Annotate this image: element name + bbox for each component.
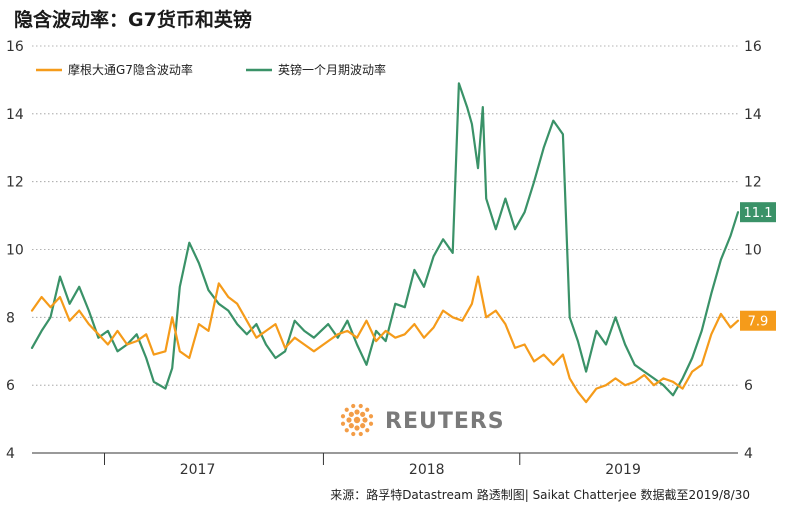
logo-dot [354, 425, 360, 431]
series-line-1 [30, 82, 740, 397]
logo-dot [368, 414, 374, 419]
y-tick-label-right: 14 [744, 107, 762, 123]
end-label-box-1 [740, 202, 776, 223]
chart-title: 隐含波动率：G7货币和英镑 [14, 8, 252, 31]
reuters-watermark: REUTERS [340, 403, 505, 437]
logo-dot [365, 407, 370, 412]
axes: 4466881010121214141616201720182019 [6, 39, 762, 478]
y-tick-label-right: 16 [744, 39, 762, 55]
end-label-text-0: 7.9 [748, 315, 769, 330]
y-tick-label-right: 12 [744, 175, 762, 191]
logo-dot [353, 416, 361, 424]
logo-dot [368, 421, 374, 426]
y-tick-label-left: 16 [6, 39, 24, 55]
y-tick-label-left: 10 [6, 243, 24, 259]
y-tick-label-left: 14 [6, 107, 24, 123]
logo-dot [358, 431, 363, 437]
logo-dot [362, 417, 368, 423]
y-tick-label-right: 10 [744, 243, 762, 259]
logo-dot [360, 411, 366, 417]
legend-label-0: 摩根大通G7隐含波动率 [68, 62, 193, 77]
logo-dot [348, 423, 354, 429]
y-tick-label-left: 6 [6, 378, 15, 394]
logo-dot [354, 409, 360, 415]
logo-dot [346, 417, 352, 423]
reuters-logo-icon [340, 403, 374, 437]
x-tick-label: 2018 [409, 462, 445, 478]
grid-lines [32, 45, 738, 386]
logo-dot [365, 428, 370, 433]
source-note: 来源：路孚特Datastream 路透制图| Saikat Chatterjee… [330, 487, 750, 502]
logo-dot [351, 403, 356, 409]
legend: 摩根大通G7隐含波动率 英镑一个月期波动率 [36, 62, 386, 77]
y-tick-label-left: 8 [6, 310, 15, 326]
reuters-watermark-text: REUTERS [385, 409, 505, 434]
y-tick-label-left: 4 [6, 446, 15, 462]
x-tick-label: 2017 [180, 462, 216, 478]
end-label-text-1: 11.1 [744, 206, 773, 221]
logo-dot [348, 411, 354, 417]
x-tick-label: 2019 [605, 462, 641, 478]
series-line-0 [30, 275, 740, 404]
logo-dot [344, 428, 349, 433]
y-tick-label-right: 4 [744, 446, 753, 462]
y-tick-label-left: 12 [6, 175, 24, 191]
y-tick-label-right: 6 [744, 378, 753, 394]
legend-label-1: 英镑一个月期波动率 [278, 62, 386, 77]
logo-dot [358, 403, 363, 409]
logo-dot [340, 414, 346, 419]
end-labels: 7.9 11.1 [740, 202, 776, 331]
logo-dot [351, 431, 356, 437]
logo-dot [340, 421, 346, 426]
end-label-box-0 [740, 310, 776, 331]
logo-dot [344, 407, 349, 412]
logo-dot [360, 423, 366, 429]
series-lines [30, 82, 740, 404]
